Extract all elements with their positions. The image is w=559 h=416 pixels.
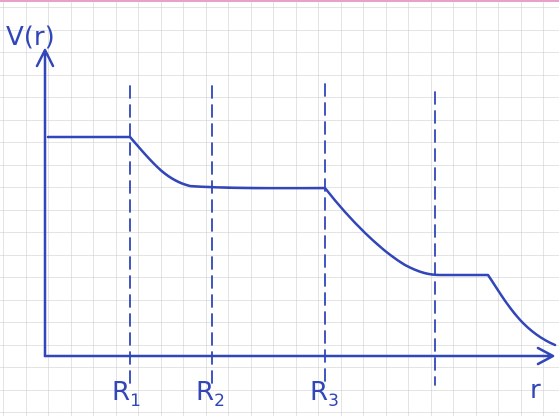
y-axis-label: V(r) xyxy=(6,22,55,52)
graph-paper xyxy=(0,0,559,416)
diagram: V(r) r R1R2R3 xyxy=(0,0,559,416)
x-axis-label: r xyxy=(530,375,541,405)
marker-subscript: 3 xyxy=(328,391,339,411)
marker-letter: R xyxy=(310,377,328,407)
marker-subscript: 1 xyxy=(130,391,141,411)
marker-subscript: 2 xyxy=(214,391,225,411)
marker-letter: R xyxy=(196,377,214,407)
marker-letter: R xyxy=(112,377,130,407)
